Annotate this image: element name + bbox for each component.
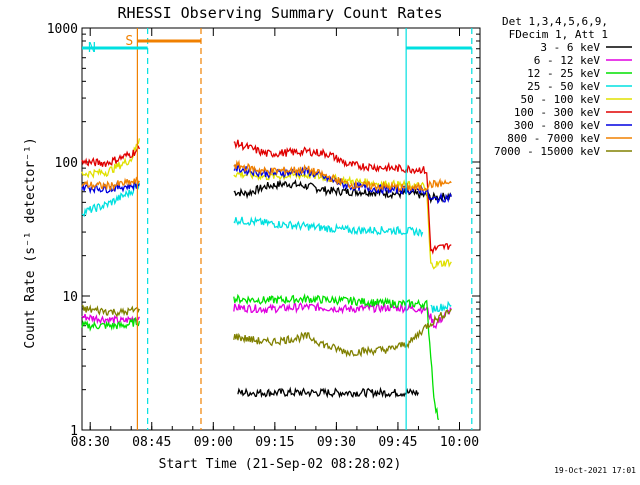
x-tick-label: 10:00 <box>440 435 479 450</box>
series-line <box>233 308 452 358</box>
series-line <box>81 304 140 318</box>
legend: Det 1,3,4,5,6,9,FDecim 1, Att 13 - 6 keV… <box>494 15 632 158</box>
legend-entry-label: 800 - 7000 keV <box>507 132 600 145</box>
y-tick-label: 10 <box>62 290 78 305</box>
y-tick-label: 1000 <box>47 22 78 37</box>
x-tick-label: 08:45 <box>132 435 171 450</box>
legend-entry-label: 3 - 6 keV <box>540 41 600 54</box>
plot-frame <box>81 27 481 431</box>
flag-label: S <box>125 34 133 49</box>
legend-header: FDecim 1, Att 1 <box>509 28 608 41</box>
flag-label: N <box>88 41 96 56</box>
legend-entry-label: 25 - 50 keV <box>527 80 600 93</box>
y-axis-label: Count Rate (s⁻¹ detector⁻¹) <box>23 137 38 348</box>
x-tick-label: 09:00 <box>194 435 233 450</box>
legend-entry-label: 6 - 12 keV <box>534 54 601 67</box>
timestamp: 19-Oct-2021 17:01 <box>554 466 636 475</box>
legend-header: Det 1,3,4,5,6,9, <box>502 15 608 28</box>
y-tick-label: 1 <box>70 424 78 439</box>
series-line <box>237 386 420 399</box>
series-line <box>233 159 452 193</box>
series-line <box>81 145 140 167</box>
legend-entry-label: 12 - 25 keV <box>527 67 600 80</box>
x-tick-label: 09:30 <box>317 435 356 450</box>
legend-entry-label: 50 - 100 keV <box>521 93 601 106</box>
x-tick-label: 08:30 <box>71 435 110 450</box>
series-line <box>430 300 452 313</box>
y-tick-label: 100 <box>55 156 78 171</box>
legend-entry-label: 100 - 300 keV <box>514 106 600 119</box>
series-line <box>233 139 452 255</box>
x-tick-label: 09:15 <box>255 435 294 450</box>
series-line <box>81 138 141 179</box>
series-line <box>81 313 140 325</box>
series-line <box>81 316 141 332</box>
series-line <box>233 301 452 330</box>
legend-entry-label: 7000 - 15000 keV <box>494 145 600 158</box>
legend-entry-label: 300 - 800 keV <box>514 119 600 132</box>
series-line <box>233 215 424 238</box>
chart-title: RHESSI Observing Summary Count Rates <box>117 4 442 22</box>
x-axis-label: Start Time (21-Sep-02 08:28:02) <box>159 457 402 472</box>
series-line <box>81 176 140 192</box>
x-tick-label: 09:45 <box>378 435 417 450</box>
series-line <box>233 178 452 204</box>
series-line <box>233 293 440 421</box>
series-line <box>81 182 141 218</box>
